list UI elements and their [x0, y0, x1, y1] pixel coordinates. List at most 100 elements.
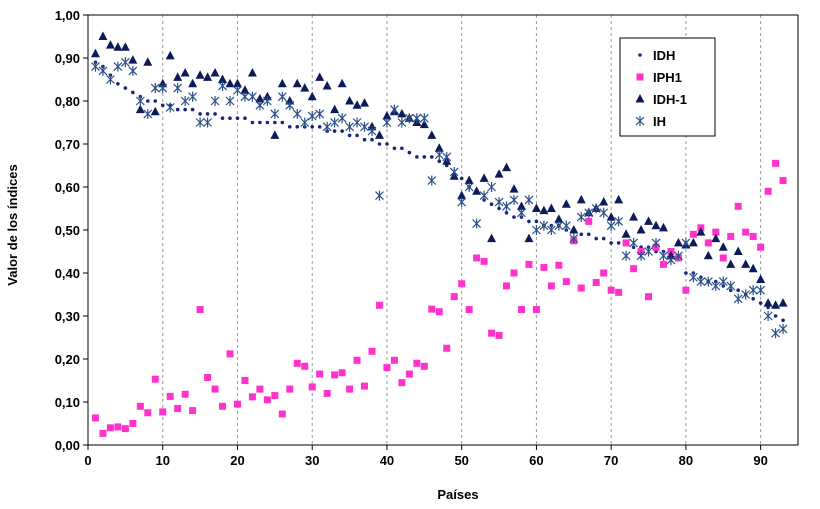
- point-ih: [158, 83, 168, 94]
- point-ih: [659, 250, 668, 261]
- point-idh: [773, 314, 778, 318]
- point-idh-1: [270, 130, 280, 139]
- point-idh-1: [703, 250, 713, 260]
- point-idh: [295, 125, 300, 129]
- point-iph1: [659, 260, 667, 268]
- point-idh: [377, 142, 382, 146]
- y-tick-label: 0,70: [55, 137, 80, 152]
- point-iph1: [488, 329, 496, 337]
- point-iph1: [398, 379, 406, 387]
- point-idh-1: [434, 143, 444, 152]
- point-idh: [594, 236, 599, 241]
- point-idh-1: [360, 98, 370, 107]
- point-iph1: [517, 306, 525, 314]
- point-ih: [771, 328, 781, 339]
- y-tick-label: 0,00: [55, 438, 80, 453]
- point-idh: [317, 125, 322, 129]
- point-idh-1: [120, 42, 130, 51]
- point-idh: [332, 129, 337, 133]
- point-idh-1: [90, 48, 100, 58]
- point-idh-1: [240, 85, 250, 94]
- point-idh-1: [494, 169, 504, 178]
- point-idh: [273, 120, 277, 125]
- point-ih: [472, 218, 482, 229]
- point-ih: [91, 61, 100, 72]
- axis-ticks: [83, 14, 762, 450]
- legend-label-idh-1: IDH-1: [653, 92, 687, 107]
- point-iph1: [256, 385, 264, 393]
- legend-marker-idh: [638, 53, 642, 57]
- point-iph1: [121, 425, 129, 433]
- point-ih: [419, 113, 429, 124]
- point-iph1: [772, 159, 780, 167]
- point-idh: [400, 146, 404, 151]
- point-ih: [584, 207, 594, 218]
- x-tick-label: 90: [753, 453, 767, 468]
- legend-item-ih: IH: [635, 114, 666, 129]
- point-idh: [362, 137, 367, 142]
- point-ih: [494, 197, 504, 208]
- point-ih: [262, 96, 272, 106]
- point-iph1: [555, 261, 563, 269]
- point-idh-1: [218, 74, 228, 83]
- legend-label-ih: IH: [653, 114, 666, 129]
- x-tick-label: 0: [84, 453, 91, 468]
- point-iph1: [338, 369, 346, 377]
- point-idh-1: [337, 78, 347, 88]
- point-iph1: [263, 396, 271, 404]
- point-iph1: [712, 228, 720, 236]
- point-idh-1: [210, 68, 220, 77]
- point-iph1: [226, 350, 234, 358]
- point-idh: [258, 120, 262, 125]
- point-iph1: [719, 254, 727, 262]
- point-idh-1: [644, 216, 654, 225]
- point-ih: [128, 65, 138, 76]
- point-idh: [123, 86, 128, 90]
- point-ih: [509, 194, 519, 205]
- point-ih: [210, 96, 220, 106]
- point-iph1: [278, 410, 286, 418]
- point-iph1: [293, 359, 301, 367]
- y-tick-label: 0,20: [55, 352, 80, 367]
- point-iph1: [308, 383, 316, 391]
- legend-marker-ih: [635, 116, 645, 126]
- point-ih: [539, 220, 549, 231]
- point-ih: [502, 201, 511, 212]
- point-idh-1: [188, 78, 198, 88]
- point-idh: [355, 133, 359, 138]
- point-iph1: [151, 375, 159, 383]
- point-idh: [422, 155, 427, 159]
- point-idh-1: [554, 214, 564, 223]
- point-idh-1: [427, 130, 437, 139]
- point-ih: [255, 100, 265, 111]
- point-iph1: [742, 228, 750, 236]
- point-iph1: [435, 308, 443, 316]
- point-idh: [228, 116, 232, 120]
- point-idh-1: [143, 57, 153, 66]
- point-idh-1: [300, 83, 310, 92]
- point-idh: [579, 232, 584, 237]
- point-ih: [188, 91, 198, 102]
- point-iph1: [704, 239, 712, 247]
- point-iph1: [331, 371, 339, 379]
- point-ih: [120, 57, 130, 68]
- x-tick-label: 50: [454, 453, 468, 468]
- point-idh: [116, 82, 120, 86]
- point-iph1: [503, 282, 511, 290]
- point-iph1: [375, 301, 383, 309]
- point-idh: [586, 232, 591, 237]
- point-ih: [225, 96, 235, 106]
- point-ih: [180, 96, 190, 106]
- point-idh-1: [569, 225, 579, 234]
- point-ih: [666, 255, 676, 266]
- point-ih: [113, 61, 123, 72]
- point-idh-1: [374, 130, 384, 139]
- point-idh: [459, 176, 464, 181]
- point-idh-1: [531, 203, 541, 212]
- point-ih: [599, 207, 609, 218]
- point-idh-1: [502, 162, 512, 172]
- point-idh: [370, 137, 374, 142]
- point-ih: [703, 276, 713, 287]
- point-idh-1: [397, 108, 407, 118]
- point-ih: [636, 250, 646, 261]
